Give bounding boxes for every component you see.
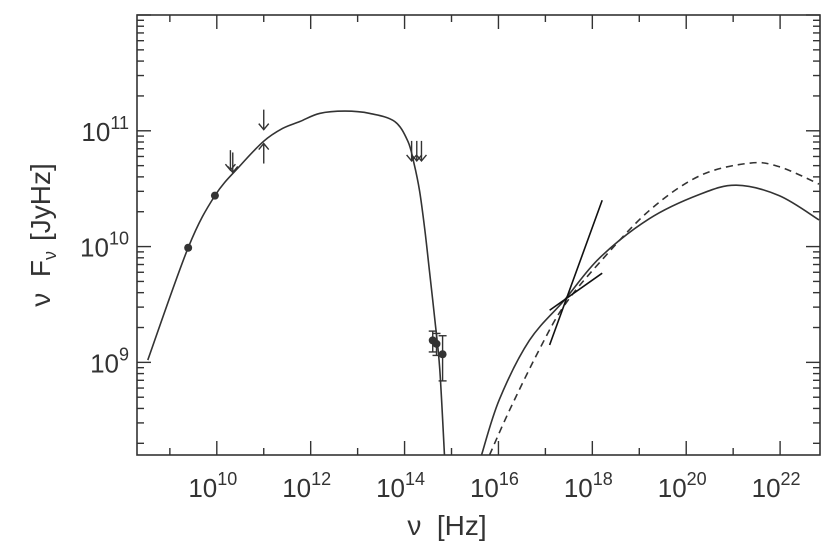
svg-text:ν Fν[JyHz]: ν Fν [JyHz]	[25, 163, 60, 306]
tick-exponent: 14	[405, 469, 425, 489]
upper-limit-arrow-head	[406, 154, 418, 162]
y-axis-label-main: ν F	[25, 260, 56, 307]
tick-exponent: 16	[499, 469, 519, 489]
data-point	[184, 243, 193, 252]
data-point	[438, 350, 447, 359]
y-axis-label-sub: ν	[40, 251, 60, 260]
plot-frame	[136, 14, 821, 456]
tick-base: 10	[81, 117, 110, 147]
data-marks	[184, 109, 603, 382]
tick-exponent: 10	[109, 229, 129, 249]
model-curve-dashed	[488, 161, 820, 456]
x-tick-label: 1016	[470, 469, 519, 503]
axis-ticks	[137, 14, 820, 455]
y-tick-label: 1010	[80, 229, 129, 263]
y-tick-label: 109	[90, 344, 129, 378]
xray-bowtie-line	[548, 199, 603, 346]
tick-base: 10	[658, 473, 687, 503]
tick-base: 10	[470, 473, 499, 503]
upper-limit-arrow-head	[258, 123, 270, 131]
y-axis-label-unit: [JyHz]	[25, 163, 56, 241]
x-tick-label: 1012	[282, 469, 331, 503]
y-axis-label: ν Fν [JyHz]	[25, 163, 60, 306]
tick-exponent: 18	[593, 469, 613, 489]
tick-base: 10	[376, 473, 405, 503]
data-point	[432, 339, 441, 348]
tick-exponent: 9	[119, 344, 129, 364]
x-tick-label: 1022	[752, 469, 801, 503]
tick-base: 10	[80, 233, 109, 263]
lower-limit-arrow-head	[258, 142, 270, 150]
y-tick-label: 1011	[81, 113, 129, 147]
tick-exponent: 12	[311, 469, 331, 489]
x-tick-label: 1014	[376, 469, 425, 503]
tick-exponent: 22	[781, 469, 801, 489]
upper-limit-arrow-head	[411, 154, 423, 162]
tick-base: 10	[564, 473, 593, 503]
tick-base: 10	[188, 473, 217, 503]
model-curve-solid	[147, 110, 446, 456]
tick-base: 10	[752, 473, 781, 503]
upper-limit-arrow-head	[227, 166, 239, 174]
model-curves	[147, 110, 820, 456]
tick-base: 10	[282, 473, 311, 503]
upper-limit-arrow-head	[415, 154, 428, 162]
x-tick-labels: 1010 1012 1014 1016 1018 1020 1022	[188, 469, 800, 503]
xray-bowtie-line	[549, 272, 603, 311]
x-tick-label: 1018	[564, 469, 613, 503]
tick-base: 10	[90, 348, 119, 378]
tick-exponent: 20	[687, 469, 707, 489]
x-tick-label: 1010	[188, 469, 237, 503]
x-axis-label: ν [Hz]	[407, 510, 486, 541]
tick-exponent: 11	[110, 113, 129, 133]
model-curve-solid	[480, 184, 820, 456]
data-point	[210, 191, 219, 200]
x-tick-label: 1020	[658, 469, 707, 503]
tick-exponent: 10	[217, 469, 237, 489]
